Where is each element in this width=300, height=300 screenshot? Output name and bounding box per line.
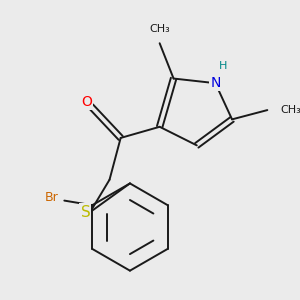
Text: CH₃: CH₃	[149, 24, 170, 34]
Text: H: H	[219, 61, 227, 71]
Text: S: S	[80, 205, 90, 220]
Text: N: N	[210, 76, 220, 90]
Text: Br: Br	[45, 191, 59, 204]
Text: O: O	[81, 95, 92, 109]
Text: CH₃: CH₃	[280, 105, 300, 115]
